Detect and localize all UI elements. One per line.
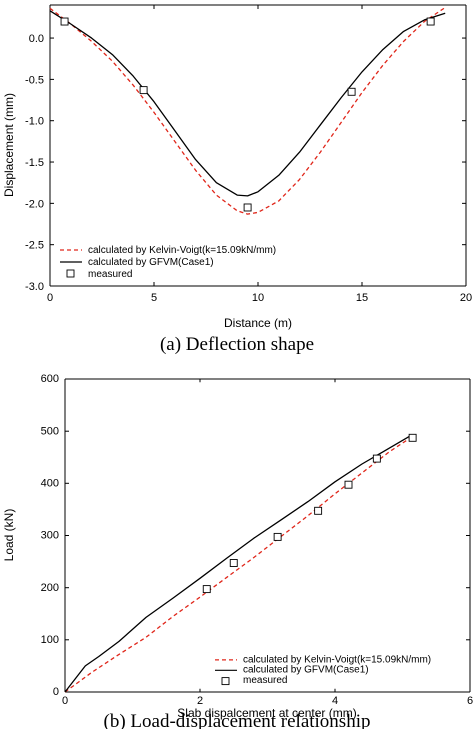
chart-a-legend: calculated by Kelvin-Voigt(k=15.09kN/mm)… <box>60 245 276 280</box>
chart-b-y-tick-label: 400 <box>41 478 59 490</box>
chart-b-legend-swatch-measured <box>221 677 230 686</box>
chart-b-legend-label-kelvin-voigt: calculated by Kelvin-Voigt(k=15.09kN/mm) <box>243 654 431 665</box>
chart-b-ticks: 0 2 4 6 0 100 200 300 400 500 600 <box>41 373 473 707</box>
chart-b-y-tick-label: 200 <box>41 582 59 594</box>
chart-a-y-tick-label: -2.5 <box>25 240 44 252</box>
chart-b-xlabel: Slab dispalcement at center (mm) <box>177 706 356 720</box>
chart-b-legend-label-measured: measured <box>243 675 287 686</box>
chart-a-xlabel: Distance (m) <box>224 316 292 330</box>
chart-a-measured-point <box>426 17 435 26</box>
chart-a-x-tick-label: 20 <box>460 292 472 304</box>
chart-a-x-tick-label: 5 <box>151 292 157 304</box>
chart-b-y-tick-label: 0 <box>53 686 59 698</box>
chart-b-gfvm-line <box>64 435 410 693</box>
chart-a-x-tick-label: 10 <box>252 292 264 304</box>
chart-b-measured-point <box>229 559 238 567</box>
chart-a-caption: (a) Deflection shape <box>160 334 314 355</box>
chart-a-gfvm-line <box>49 10 446 197</box>
chart-a-legend-label-gfvm: calculated by GFVM(Case1) <box>88 257 214 268</box>
chart-b-y-tick-label: 300 <box>41 530 59 542</box>
chart-b-measured-point <box>372 454 381 463</box>
chart-a-measured-point <box>243 203 252 212</box>
chart-b-legend: calculated by Kelvin-Voigt(k=15.09kN/mm)… <box>215 654 431 686</box>
chart-b-measured-point <box>344 480 353 489</box>
chart-a-legend-label-measured: measured <box>88 269 132 280</box>
chart-b-caption: (b) Load-displacement relationship <box>104 711 371 729</box>
chart-b-y-tick-label: 100 <box>41 634 59 646</box>
chart-a-ticks: 0 5 10 15 20 0.0 -0.5 -1.0 -1.5 -2.0 -2.5 -3.0 <box>25 5 472 304</box>
chart-b-y-tick-label: 600 <box>41 373 59 385</box>
chart-a-measured-point <box>60 17 69 26</box>
chart-b-measured-point <box>273 532 282 541</box>
chart-b-x-tick-label: 2 <box>197 695 203 707</box>
chart-b-x-tick-label: 4 <box>332 695 338 707</box>
chart-b-kelvin-voigt-line <box>64 435 413 693</box>
chart-a: 0 5 10 15 20 0.0 -0.5 -1.0 -1.5 -2.0 -2.5 -3.0 Dist… <box>2 4 472 355</box>
chart-a-y-tick-label: -1.0 <box>25 116 44 128</box>
chart-b-x-tick-label: 6 <box>467 695 473 707</box>
chart-a-y-tick-label: 0.0 <box>29 33 44 45</box>
chart-b-ylabel: Load (kN) <box>2 509 16 562</box>
chart-b-measured-point <box>202 585 211 594</box>
chart-a-y-tick-label: -3.0 <box>25 281 44 293</box>
chart-a-legend-label-kelvin-voigt: calculated by Kelvin-Voigt(k=15.09kN/mm) <box>88 245 276 256</box>
chart-a-ylabel: Displacement (mm) <box>2 93 16 197</box>
chart-a-x-tick-label: 0 <box>47 292 53 304</box>
chart-a-x-tick-label: 15 <box>356 292 368 304</box>
chart-a-y-tick-label: -2.0 <box>25 198 44 210</box>
chart-b-measured-point <box>408 433 417 442</box>
chart-a-legend-swatch-measured <box>66 269 75 278</box>
chart-a-measured-point <box>347 87 356 96</box>
chart-b-series <box>64 433 417 693</box>
chart-b-measured-point <box>314 506 323 515</box>
chart-a-series <box>49 6 446 215</box>
chart-a-measured-point <box>139 86 148 95</box>
chart-a-y-tick-label: -1.5 <box>25 157 44 169</box>
chart-b-legend-label-gfvm: calculated by GFVM(Case1) <box>243 665 369 676</box>
chart-a-kelvin-voigt-line <box>49 6 446 215</box>
chart-b: 0 2 4 6 0 100 200 300 400 500 600 Slab dispalcemen… <box>2 373 473 729</box>
chart-b-x-tick-label: 0 <box>62 695 68 707</box>
chart-a-y-tick-label: -0.5 <box>25 74 44 86</box>
chart-b-y-tick-label: 500 <box>41 425 59 437</box>
